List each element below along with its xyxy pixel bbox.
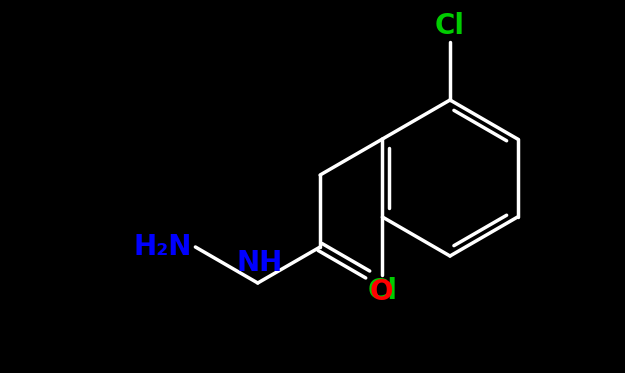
- Text: O: O: [370, 278, 393, 305]
- Text: Cl: Cl: [435, 12, 465, 40]
- Text: NH: NH: [237, 249, 283, 277]
- Text: Cl: Cl: [368, 277, 398, 305]
- Text: H₂N: H₂N: [133, 233, 191, 261]
